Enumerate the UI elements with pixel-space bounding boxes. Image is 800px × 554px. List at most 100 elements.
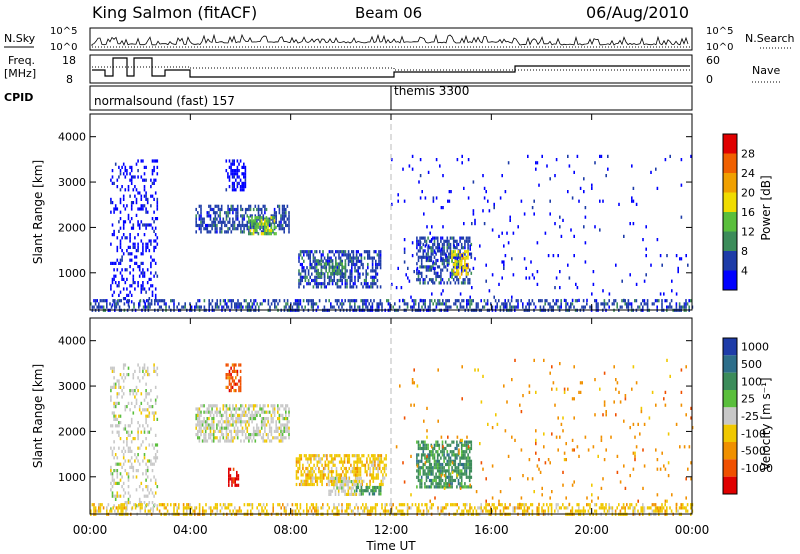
heatmap-cell — [156, 417, 159, 421]
heatmap-cell — [283, 305, 286, 309]
heatmap-cell — [370, 305, 372, 309]
heatmap-cell — [353, 479, 355, 483]
heatmap-cell — [239, 379, 242, 383]
heatmap-cell — [432, 252, 434, 256]
heatmap-cell — [137, 249, 139, 253]
heatmap-cell — [358, 470, 360, 474]
heatmap-cell — [327, 262, 329, 266]
nsearch-tick-high: 10^5 — [706, 26, 733, 37]
heatmap-cell — [306, 460, 309, 464]
heatmap-cell — [216, 407, 218, 411]
heatmap-cell — [559, 362, 561, 366]
heatmap-cell — [304, 278, 307, 283]
heatmap-cell — [200, 429, 202, 433]
heatmap-cell — [349, 259, 351, 263]
heatmap-cell — [268, 426, 271, 430]
heatmap-cell — [246, 207, 249, 212]
heatmap-cell — [228, 407, 231, 411]
heatmap-cell — [295, 457, 298, 461]
heatmap-cell — [544, 231, 547, 235]
heatmap-cell — [517, 503, 519, 507]
heatmap-cell — [121, 376, 123, 380]
heatmap-cell — [265, 439, 268, 443]
heatmap-cell — [319, 460, 322, 464]
heatmap-cell — [232, 223, 234, 228]
heatmap-cell — [273, 225, 276, 229]
heatmap-cell — [135, 261, 138, 265]
heatmap-cell — [150, 459, 152, 463]
heatmap-cell — [424, 443, 426, 447]
heatmap-cell — [220, 207, 223, 212]
heatmap-cell — [220, 433, 223, 437]
heatmap-cell — [140, 207, 143, 211]
heatmap-cell — [428, 450, 431, 454]
heatmap-cell — [154, 443, 157, 447]
heatmap-cell — [127, 252, 130, 256]
heatmap-cell — [236, 420, 239, 424]
heatmap-cell — [350, 480, 353, 484]
heatmap-cell — [435, 262, 437, 266]
heatmap-cell — [210, 509, 212, 513]
heatmap-cell — [162, 503, 164, 507]
heatmap-cell — [452, 236, 455, 240]
heatmap-cell — [506, 302, 508, 306]
heatmap-cell — [451, 470, 454, 474]
heatmap-cell — [146, 242, 149, 246]
heatmap-cell — [355, 253, 358, 257]
heatmap-cell — [272, 509, 274, 513]
heatmap-cell — [461, 438, 463, 442]
heatmap-cell — [285, 207, 287, 212]
heatmap-cell — [551, 387, 553, 391]
heatmap-cell — [578, 199, 580, 203]
heatmap-cell — [501, 276, 503, 280]
heatmap-cell — [142, 178, 144, 182]
heatmap-cell — [227, 376, 229, 380]
heatmap-cell — [488, 509, 490, 513]
heatmap-cell — [251, 439, 253, 443]
heatmap-cell — [365, 272, 367, 276]
heatmap-cell — [119, 210, 122, 214]
heatmap-cell — [571, 397, 574, 401]
heatmap-cell — [485, 279, 487, 283]
heatmap-cell — [457, 482, 460, 486]
heatmap-cell — [119, 245, 122, 249]
heatmap-cell — [219, 211, 221, 215]
heatmap-cell — [345, 454, 347, 458]
heatmap-cell — [511, 295, 513, 299]
heatmap-cell — [125, 506, 127, 510]
heatmap-cell — [642, 506, 644, 510]
heatmap-cell — [307, 302, 310, 306]
heatmap-cell — [344, 492, 346, 496]
heatmap-cell — [458, 299, 460, 303]
heatmap-cell — [358, 473, 360, 477]
beam-title: Beam 06 — [355, 4, 422, 22]
heatmap-cell — [122, 379, 125, 383]
heatmap-cell — [461, 397, 463, 401]
heatmap-cell — [434, 299, 436, 303]
heatmap-cell — [235, 376, 237, 380]
heatmap-cell — [248, 219, 250, 223]
heatmap-cell — [90, 509, 92, 513]
heatmap-cell — [443, 466, 445, 470]
heatmap-cell — [422, 281, 425, 285]
heatmap-cell — [249, 207, 252, 212]
heatmap-cell — [312, 305, 314, 309]
heatmap-cell — [341, 259, 343, 263]
heatmap-cell — [117, 299, 119, 303]
heatmap-cell — [209, 413, 212, 417]
heatmap-cell — [621, 299, 623, 303]
heatmap-cell — [606, 509, 609, 513]
heatmap-cell — [342, 302, 345, 306]
heatmap-cell — [411, 154, 414, 158]
heatmap-cell — [661, 302, 663, 306]
heatmap-cell — [117, 506, 119, 510]
heatmap-cell — [273, 404, 276, 408]
heatmap-cell — [128, 299, 130, 303]
heatmap-cell — [454, 253, 456, 257]
heatmap-cell — [557, 509, 559, 513]
heatmap-cell — [440, 278, 442, 282]
heatmap-cell — [243, 439, 245, 443]
heatmap-cell — [615, 263, 617, 267]
heatmap-cell — [148, 287, 151, 291]
heatmap-cell — [156, 217, 159, 221]
